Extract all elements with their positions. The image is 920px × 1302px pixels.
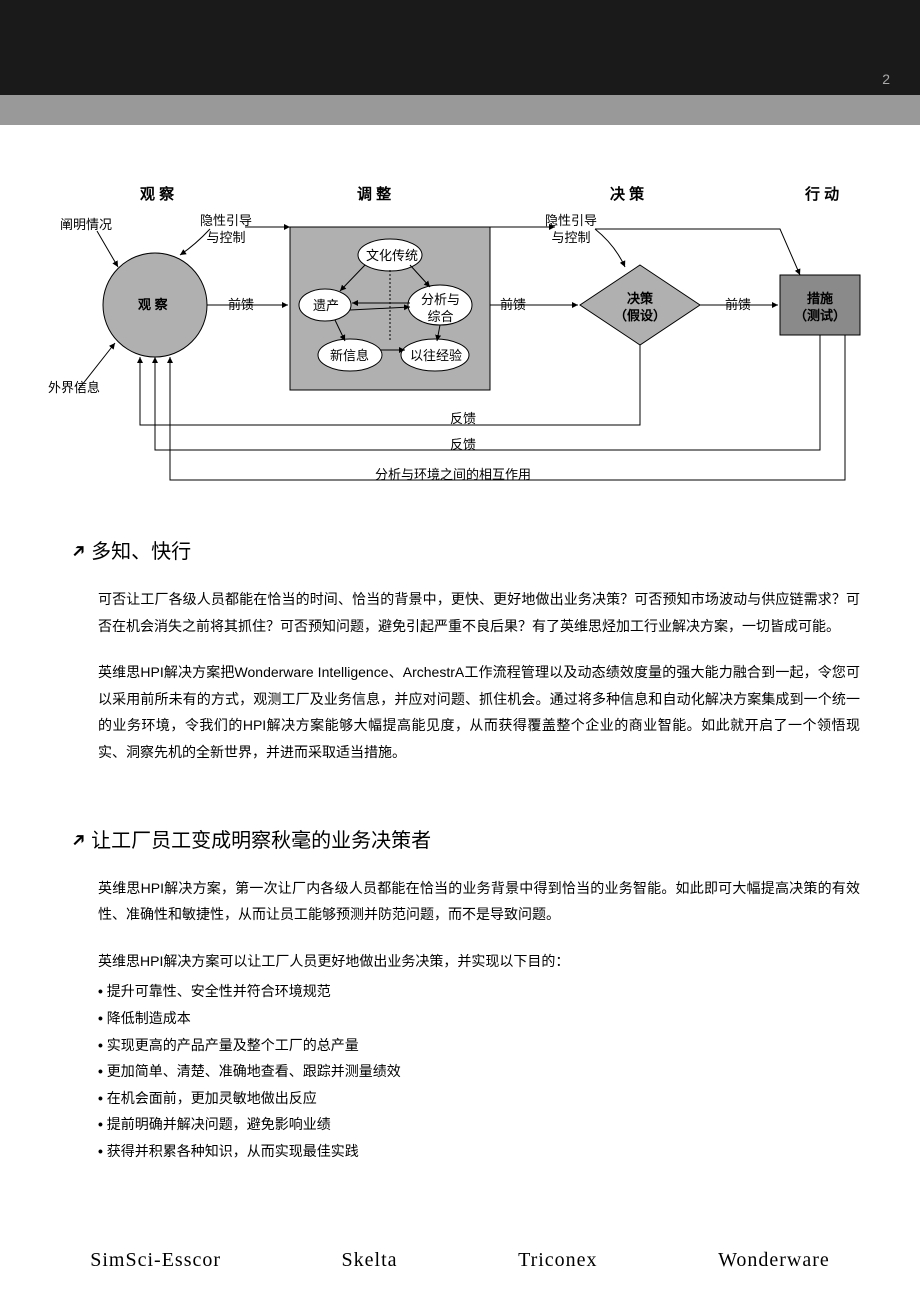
ff3-label: 前馈 xyxy=(725,297,751,314)
ff1-label: 前馈 xyxy=(228,297,254,314)
fb2-label: 反馈 xyxy=(450,437,476,454)
footer-brand: Triconex xyxy=(518,1249,597,1272)
interaction-label: 分析与环境之间的相互作用 xyxy=(375,467,531,484)
clarify-label: 阐明情况 xyxy=(60,217,112,234)
prevexp-label: 以往经验 xyxy=(410,348,462,365)
footer: SimSci-Esscor Skelta Triconex Wonderware xyxy=(0,1249,920,1272)
newinfo-label: 新信息 xyxy=(330,348,369,365)
arrow-icon: ➔ xyxy=(66,827,92,853)
section1-p1: 可否让工厂各级人员都能在恰当的时间、恰当的背景中，更快、更好地做出业务决策？可否… xyxy=(98,586,860,639)
bullet-list: 提升可靠性、安全性并符合环境规范 降低制造成本 实现更高的产品产量及整个工厂的总… xyxy=(98,978,860,1164)
section1-p2: 英维思HPI解决方案把Wonderware Intelligence、Arche… xyxy=(98,659,860,765)
footer-brand: Wonderware xyxy=(718,1249,830,1272)
bullet-item: 提前明确并解决问题，避免影响业绩 xyxy=(98,1111,860,1138)
implicit2-label: 隐性引导 与控制 xyxy=(545,213,597,247)
fb1-label: 反馈 xyxy=(450,411,476,428)
section1-title: ➔ 多知、快行 xyxy=(70,535,860,564)
bullet-item: 获得并积累各种知识，从而实现最佳实践 xyxy=(98,1138,860,1165)
bullet-item: 降低制造成本 xyxy=(98,1005,860,1032)
ooda-diagram: 观 察 调 整 决 策 行 动 xyxy=(0,135,920,505)
gray-band xyxy=(0,95,920,125)
implicit1-label: 隐性引导 与控制 xyxy=(200,213,252,247)
heritage-label: 遗产 xyxy=(313,298,339,315)
section2-title: ➔ 让工厂员工变成明察秋毫的业务决策者 xyxy=(70,824,860,853)
footer-brand: SimSci-Esscor xyxy=(90,1249,221,1272)
act-node-label: 措施 （测试） xyxy=(794,291,846,325)
section2-p1: 英维思HPI解决方案，第一次让厂内各级人员都能在恰当的业务背景中得到恰当的业务智… xyxy=(98,875,860,928)
external-label: 外界信息 xyxy=(48,380,100,397)
ff2-label: 前馈 xyxy=(500,297,526,314)
bullet-item: 实现更高的产品产量及整个工厂的总产量 xyxy=(98,1032,860,1059)
observe-node-label: 观 察 xyxy=(138,297,168,314)
section1-title-text: 多知、快行 xyxy=(91,535,191,564)
section2-title-text: 让工厂员工变成明察秋毫的业务决策者 xyxy=(91,824,431,853)
decide-node-label: 决策 （假设） xyxy=(614,291,666,325)
content-area: ➔ 多知、快行 可否让工厂各级人员都能在恰当的时间、恰当的背景中，更快、更好地做… xyxy=(0,505,920,1165)
bullet-item: 更加简单、清楚、准确地查看、跟踪并测量绩效 xyxy=(98,1058,860,1085)
arrow-icon: ➔ xyxy=(66,538,92,564)
bullet-item: 在机会面前，更加灵敏地做出反应 xyxy=(98,1085,860,1112)
bullet-item: 提升可靠性、安全性并符合环境规范 xyxy=(98,978,860,1005)
page-number: 2 xyxy=(882,71,890,87)
section2-p2: 英维思HPI解决方案可以让工厂人员更好地做出业务决策，并实现以下目的： xyxy=(98,948,860,975)
culture-label: 文化传统 xyxy=(366,248,418,265)
header-bar: 2 xyxy=(0,0,920,95)
analysis-label: 分析与 综合 xyxy=(421,292,460,326)
footer-brand: Skelta xyxy=(342,1249,398,1272)
